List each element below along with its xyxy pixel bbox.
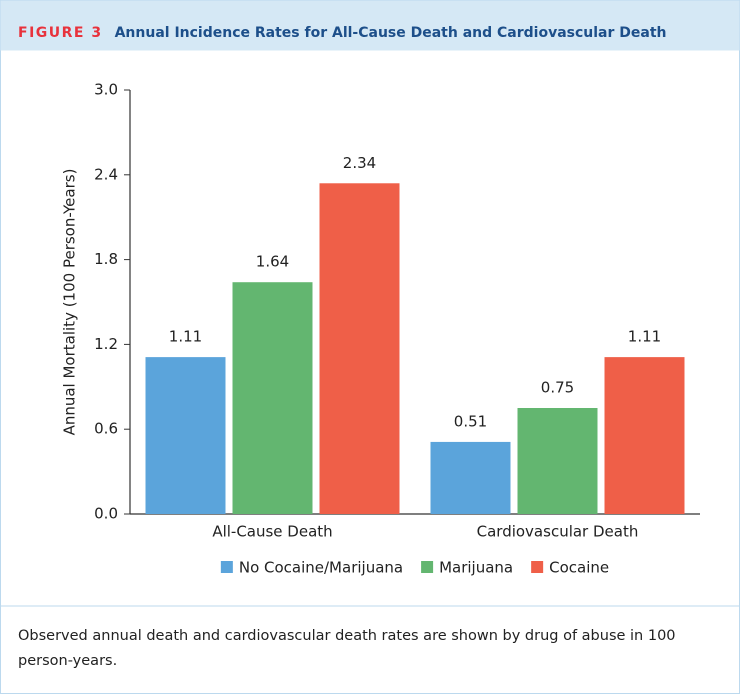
legend-swatch — [531, 561, 544, 573]
legend-swatch — [220, 561, 233, 573]
chart-title: Annual Incidence Rates for All-Cause Dea… — [115, 25, 667, 41]
bar — [604, 357, 685, 514]
y-axis-label: Annual Mortality (100 Person-Years) — [61, 169, 79, 436]
caption-box: Observed annual death and cardiovascular… — [18, 628, 676, 669]
bar — [232, 282, 313, 514]
legend-label: Cocaine — [549, 559, 609, 577]
value-label: 1.11 — [169, 328, 202, 346]
x-tick-label: All-Cause Death — [212, 523, 332, 541]
caption: Observed annual death and cardiovascular… — [18, 628, 676, 669]
legend-swatch — [421, 561, 434, 573]
y-tick-label: 1.2 — [94, 335, 118, 353]
y-tick-label: 0.0 — [94, 505, 118, 523]
y-tick-label: 3.0 — [94, 81, 118, 99]
x-tick-label: Cardiovascular Death — [477, 523, 639, 541]
header-band — [0, 0, 740, 51]
value-label: 0.51 — [454, 412, 487, 430]
y-tick-label: 0.6 — [94, 420, 118, 438]
bar — [319, 183, 400, 514]
y-tick-label: 2.4 — [94, 165, 118, 183]
legend-label: Marijuana — [439, 559, 513, 577]
y-tick-label: 1.8 — [94, 250, 118, 268]
figure-label: FIGURE 3 — [18, 25, 103, 41]
value-label: 0.75 — [541, 379, 574, 397]
value-label: 2.34 — [343, 154, 376, 172]
bar — [517, 408, 598, 514]
bar — [145, 357, 226, 514]
legend-label: No Cocaine/Marijuana — [239, 559, 403, 577]
value-label: 1.11 — [628, 328, 661, 346]
bar — [430, 441, 511, 514]
value-label: 1.64 — [256, 253, 289, 271]
